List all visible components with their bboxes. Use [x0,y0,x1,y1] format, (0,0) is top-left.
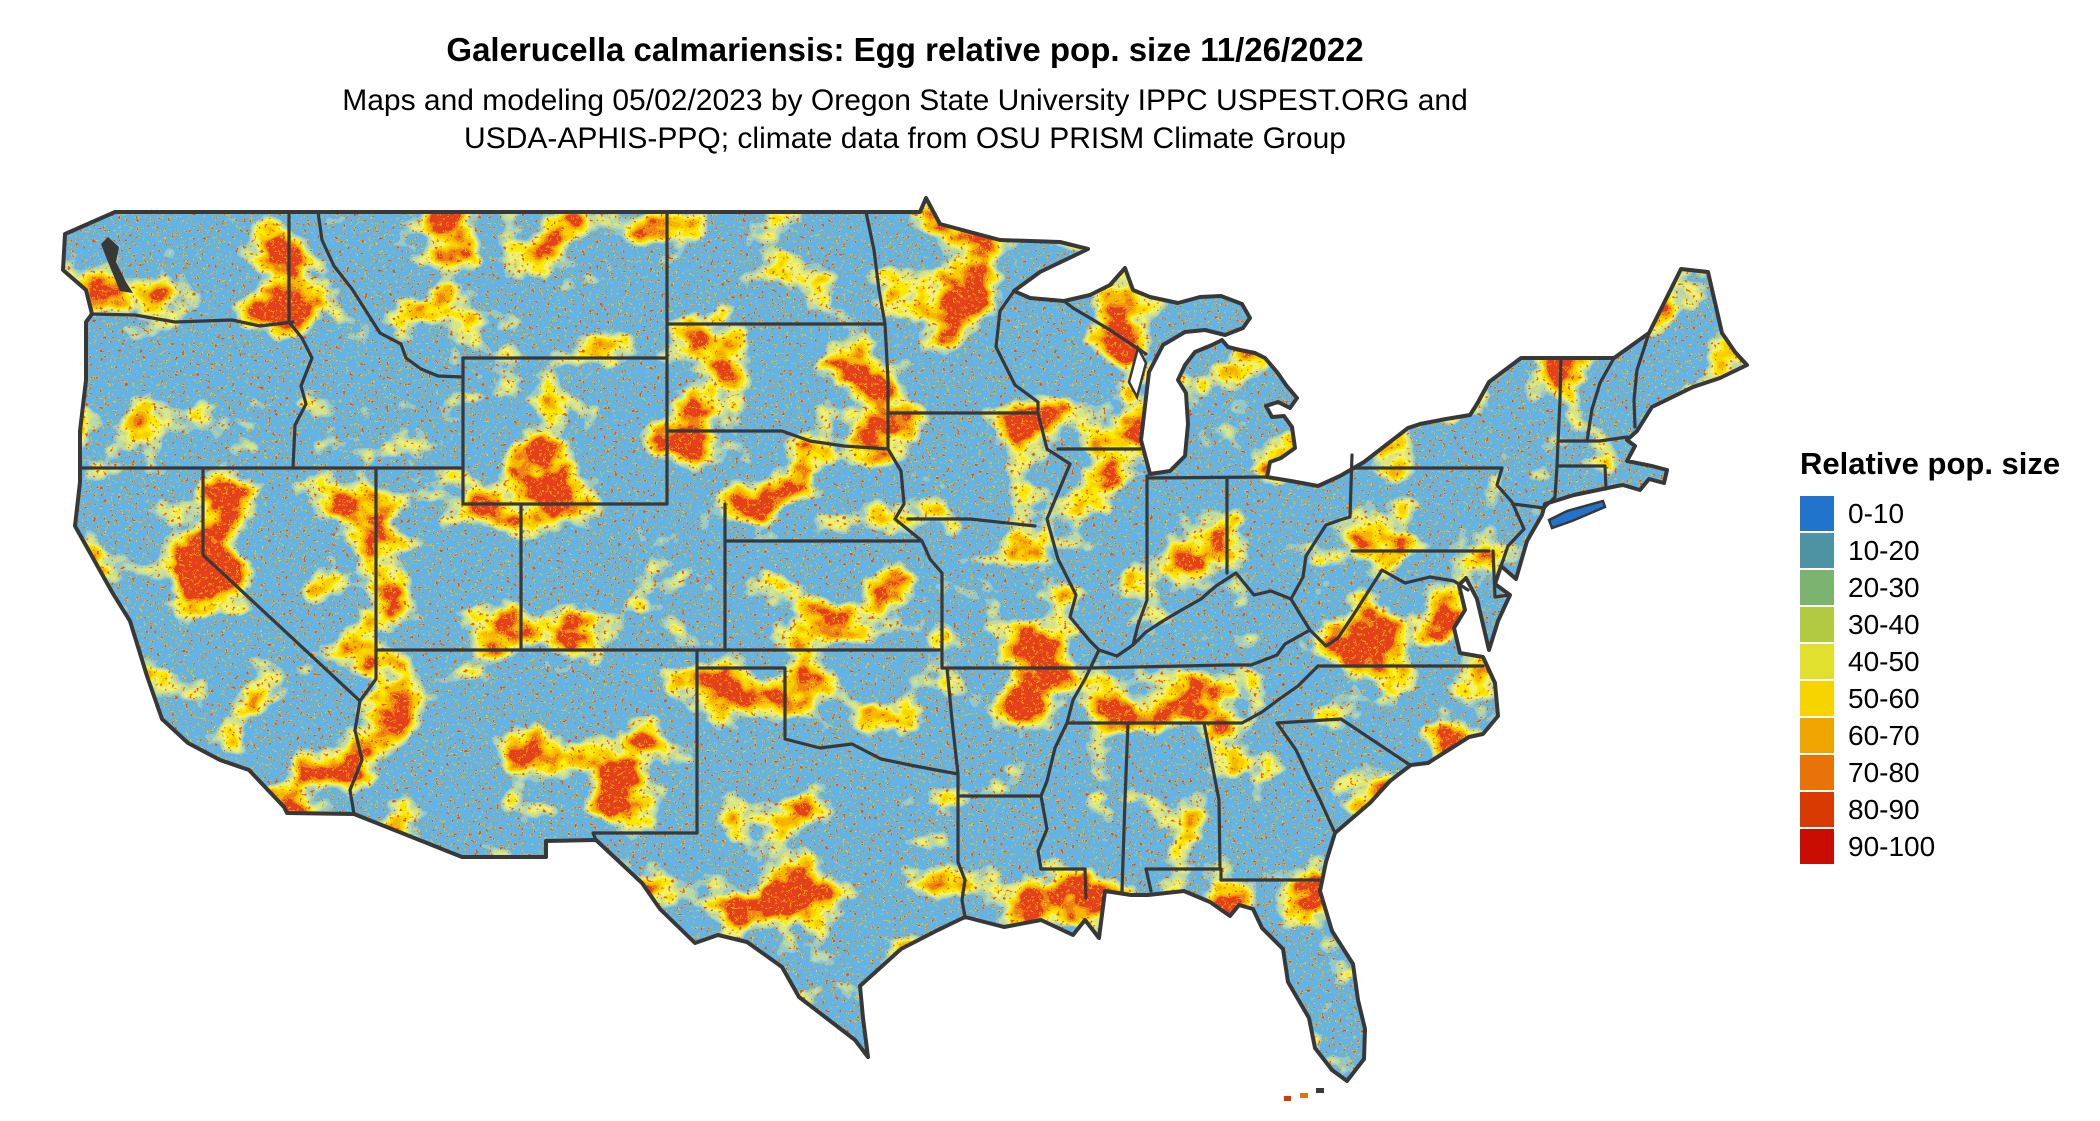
population-raster [63,198,1747,1081]
legend-swatch [1800,718,1834,753]
legend-swatch [1800,570,1834,605]
legend-item: 70-80 [1800,755,2090,790]
legend-item: 10-20 [1800,533,2090,568]
legend-title: Relative pop. size [1800,446,2061,481]
legend-swatch [1800,829,1834,864]
map-subtitle-line2: USDA-APHIS-PPQ; climate data from OSU PR… [464,122,1346,155]
legend-label: 30-40 [1848,609,1920,640]
legend-swatch [1800,755,1834,790]
legend-item: 30-40 [1800,607,2090,642]
legend: Relative pop. size 0-10 10-20 20-30 30-4… [1800,446,2090,866]
legend-item: 80-90 [1800,792,2090,827]
legend-swatch [1800,681,1834,716]
legend-item: 20-30 [1800,570,2090,605]
legend-item: 90-100 [1800,829,2090,864]
legend-item: 50-60 [1800,681,2090,716]
legend-label: 0-10 [1848,498,1905,529]
legend-swatch [1800,496,1834,531]
map-subtitle-line1: Maps and modeling 05/02/2023 by Oregon S… [342,84,1468,117]
state-borders [78,210,1651,919]
legend-label: 90-100 [1848,831,1936,862]
legend-label: 70-80 [1848,757,1920,788]
legend-swatch [1800,607,1834,642]
legend-items: 0-10 10-20 20-30 30-40 40-50 50-60 60-70 [1800,496,2090,864]
long-island [1547,499,1607,530]
legend-label: 60-70 [1848,720,1920,751]
legend-label: 40-50 [1848,646,1920,677]
legend-label: 20-30 [1848,572,1920,603]
map-subtitle: Maps and modeling 05/02/2023 by Oregon S… [0,82,1810,158]
legend-item: 40-50 [1800,644,2090,679]
florida-keys [1284,1088,1324,1101]
legend-item: 60-70 [1800,718,2090,753]
legend-swatch [1800,533,1834,568]
legend-label: 50-60 [1848,683,1920,714]
green-bay [1127,344,1148,401]
page-title: Galerucella calmariensis: Egg relative p… [446,31,1364,68]
legend-item: 0-10 [1800,496,2090,531]
legend-swatch [1800,644,1834,679]
map-header: Galerucella calmariensis: Egg relative p… [0,30,1810,158]
legend-swatch [1800,792,1834,827]
legend-label: 80-90 [1848,794,1920,825]
puget-sound [101,237,133,293]
legend-label: 10-20 [1848,535,1920,566]
